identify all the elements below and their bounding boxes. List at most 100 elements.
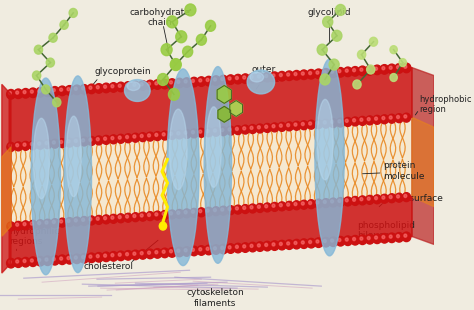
Circle shape — [353, 237, 356, 241]
Circle shape — [219, 127, 228, 136]
Circle shape — [353, 198, 356, 201]
Circle shape — [196, 34, 206, 45]
Circle shape — [104, 217, 107, 220]
Circle shape — [177, 249, 180, 252]
Circle shape — [278, 71, 286, 81]
Circle shape — [397, 195, 400, 198]
Circle shape — [351, 67, 360, 76]
Circle shape — [236, 245, 238, 248]
Circle shape — [382, 196, 385, 199]
Circle shape — [155, 82, 158, 85]
Circle shape — [184, 131, 187, 134]
Circle shape — [323, 121, 326, 124]
Circle shape — [390, 46, 397, 54]
Circle shape — [146, 212, 154, 221]
Circle shape — [382, 67, 385, 70]
Circle shape — [138, 250, 147, 259]
Circle shape — [52, 220, 55, 224]
Circle shape — [133, 135, 136, 138]
Circle shape — [219, 244, 228, 254]
Circle shape — [65, 218, 73, 227]
Circle shape — [74, 219, 77, 222]
Circle shape — [36, 256, 45, 266]
Circle shape — [213, 78, 217, 81]
Circle shape — [139, 133, 147, 142]
Circle shape — [190, 246, 199, 256]
Ellipse shape — [204, 67, 232, 263]
Circle shape — [206, 130, 209, 133]
Circle shape — [80, 137, 88, 146]
Circle shape — [332, 30, 342, 41]
Circle shape — [309, 72, 311, 75]
Circle shape — [287, 73, 290, 76]
Circle shape — [155, 250, 158, 254]
Circle shape — [94, 84, 103, 93]
Circle shape — [279, 73, 283, 77]
Circle shape — [236, 207, 238, 210]
Circle shape — [21, 141, 30, 150]
Text: phospholipid
bilayer: phospholipid bilayer — [357, 221, 415, 240]
Circle shape — [404, 234, 407, 237]
Circle shape — [344, 236, 352, 246]
Circle shape — [190, 208, 198, 217]
Circle shape — [60, 88, 63, 91]
Ellipse shape — [64, 76, 91, 272]
Circle shape — [124, 250, 133, 260]
Circle shape — [126, 215, 128, 218]
Circle shape — [360, 237, 363, 240]
Circle shape — [155, 213, 158, 216]
Circle shape — [131, 81, 140, 91]
Circle shape — [131, 133, 140, 142]
Circle shape — [155, 133, 158, 136]
Circle shape — [21, 257, 30, 267]
Circle shape — [118, 253, 121, 256]
Circle shape — [316, 201, 319, 204]
Circle shape — [14, 142, 22, 151]
Circle shape — [74, 139, 77, 142]
Ellipse shape — [317, 100, 333, 180]
Text: cholesterol: cholesterol — [83, 262, 133, 271]
Circle shape — [117, 251, 125, 261]
Ellipse shape — [315, 59, 344, 256]
Circle shape — [307, 200, 315, 209]
Circle shape — [271, 202, 279, 211]
Circle shape — [82, 255, 84, 259]
Circle shape — [147, 134, 150, 137]
Circle shape — [300, 239, 308, 248]
Circle shape — [382, 236, 385, 239]
Circle shape — [314, 120, 323, 129]
Circle shape — [213, 247, 217, 250]
Circle shape — [307, 69, 316, 79]
Circle shape — [191, 210, 194, 213]
Circle shape — [147, 213, 150, 216]
Circle shape — [344, 117, 352, 126]
Circle shape — [397, 66, 400, 69]
Circle shape — [162, 133, 165, 136]
Circle shape — [28, 257, 37, 267]
Circle shape — [360, 118, 363, 121]
Circle shape — [23, 91, 26, 94]
Circle shape — [382, 117, 385, 120]
Circle shape — [52, 141, 55, 144]
Circle shape — [184, 210, 187, 214]
Circle shape — [337, 118, 345, 127]
Circle shape — [190, 77, 199, 87]
Circle shape — [96, 255, 99, 258]
Circle shape — [161, 131, 169, 140]
Circle shape — [42, 85, 50, 94]
Circle shape — [248, 242, 257, 252]
Circle shape — [243, 127, 246, 130]
Circle shape — [294, 73, 297, 76]
Circle shape — [257, 126, 260, 129]
Polygon shape — [218, 106, 231, 122]
Polygon shape — [2, 84, 11, 273]
Circle shape — [111, 254, 114, 257]
Polygon shape — [412, 68, 434, 244]
Circle shape — [243, 245, 246, 248]
Circle shape — [279, 242, 283, 246]
Circle shape — [278, 240, 286, 250]
Circle shape — [358, 66, 367, 76]
Circle shape — [344, 67, 352, 77]
Circle shape — [131, 213, 140, 222]
Circle shape — [102, 215, 110, 224]
